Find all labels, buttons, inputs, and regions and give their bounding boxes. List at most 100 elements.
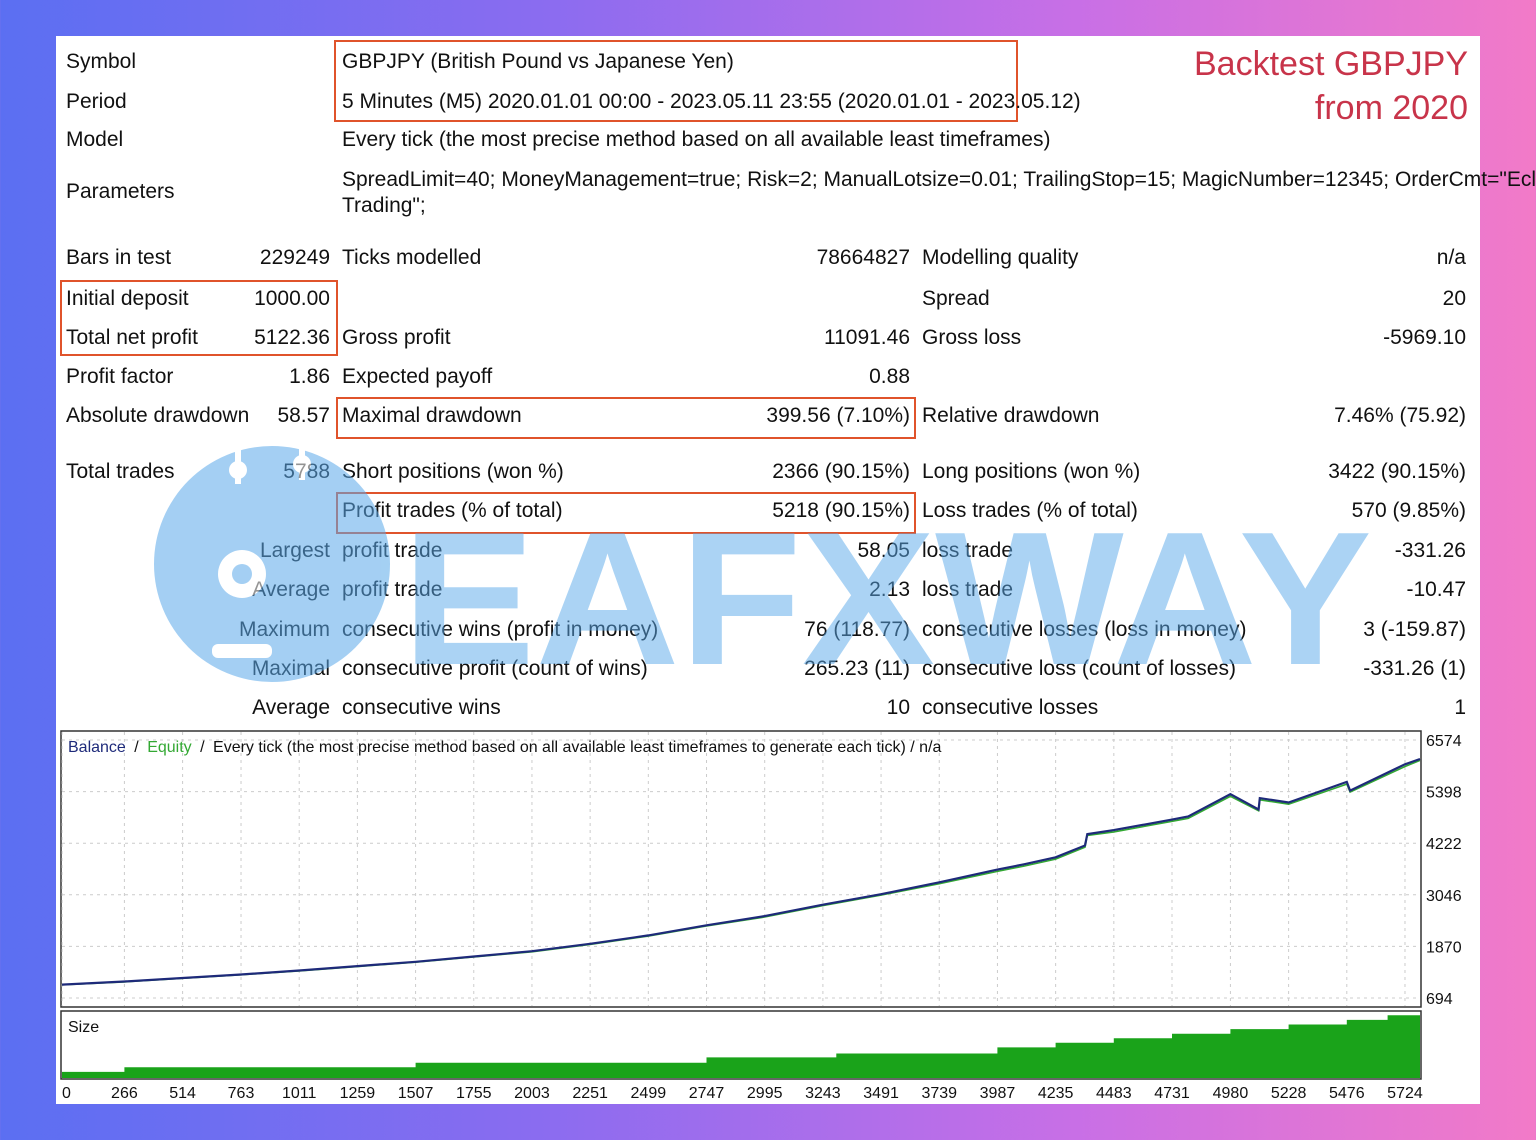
short-value: 2366 (90.15%): [772, 460, 910, 483]
net-profit-label: Total net profit: [66, 326, 198, 349]
max-dd-value: 399.56 (7.10%): [766, 404, 910, 427]
avg-losses-value: 1: [1454, 696, 1466, 719]
chart-grid: [61, 732, 1420, 1006]
largest-profit-label: profit trade: [342, 539, 443, 562]
size-label: Size: [68, 1019, 99, 1036]
quality-label: Modelling quality: [922, 246, 1079, 269]
x-tick-label: 1011: [282, 1085, 317, 1102]
largest-loss-label: loss trade: [922, 539, 1014, 562]
deposit-label: Initial deposit: [66, 287, 189, 310]
maximal-label: Maximal: [251, 657, 330, 680]
abs-dd-value: 58.57: [277, 404, 330, 427]
x-tick-label: 1755: [456, 1085, 492, 1102]
chart-title: Balance / Equity / Every tick (the most …: [68, 739, 941, 756]
x-tick-label: 2499: [631, 1085, 667, 1102]
average-loss-value: -10.47: [1406, 578, 1466, 601]
long-value: 3422 (90.15%): [1328, 460, 1466, 483]
headline-line2: from 2020: [1314, 89, 1468, 127]
x-tick-label: 3243: [805, 1085, 841, 1102]
x-tick-label: 5228: [1271, 1085, 1307, 1102]
chart-plot-frame: [60, 730, 1422, 1008]
average-profit-label: profit trade: [342, 578, 443, 601]
model-value: Every tick (the most precise method base…: [342, 128, 1051, 151]
x-tick-label: 2747: [689, 1085, 725, 1102]
x-tick-label: 514: [169, 1085, 196, 1102]
profit-trades-label: Profit trades (% of total): [342, 499, 563, 522]
x-tick-label: 763: [228, 1085, 255, 1102]
maximal-profit-value: 265.23 (11): [804, 657, 910, 680]
y-tick-label: 5398: [1426, 785, 1462, 802]
max-wins-value: 76 (118.77): [804, 618, 910, 641]
profit-trades-value: 5218 (90.15%): [772, 499, 910, 522]
x-axis: 0 266 514 763 1011 1259 1507 1755 2003 2251 2499 27…: [62, 1085, 1423, 1102]
x-tick-label: 266: [111, 1085, 138, 1102]
y-tick-label: 1870: [1426, 939, 1462, 956]
largest-profit-value: 58.05: [857, 539, 910, 562]
average-loss-label: loss trade: [922, 578, 1014, 601]
spread-label: Spread: [922, 287, 990, 310]
parameters-line2: Trading";: [342, 194, 426, 217]
trades-label: Total trades: [66, 460, 175, 483]
highlight-symbol-period: [334, 40, 1018, 122]
ticks-label: Ticks modelled: [342, 246, 482, 269]
parameters-line1: SpreadLimit=40; MoneyManagement=true; Ri…: [342, 168, 1536, 191]
y-tick-label: 4222: [1426, 836, 1462, 853]
avg-consec-label: Average: [252, 696, 330, 719]
trades-value: 5788: [283, 460, 330, 483]
maximal-profit-label: consecutive profit (count of wins): [342, 657, 648, 680]
headline-line1: Backtest GBPJPY: [1194, 45, 1468, 83]
spread-value: 20: [1442, 287, 1466, 310]
short-label: Short positions (won %): [342, 460, 564, 483]
balance-line: [61, 757, 1421, 986]
net-profit-value: 5122.36: [254, 326, 330, 349]
model-label: Model: [66, 128, 124, 151]
max-losses-label: consecutive losses (loss in money): [922, 618, 1247, 641]
pf-label: Profit factor: [66, 365, 174, 388]
pf-value: 1.86: [289, 365, 330, 388]
max-losses-value: 3 (-159.87): [1363, 618, 1466, 641]
rel-dd-label: Relative drawdown: [922, 404, 1100, 427]
period-value: 5 Minutes (M5) 2020.01.01 00:00 - 2023.0…: [342, 90, 1081, 113]
avg-wins-value: 10: [886, 696, 910, 719]
maximal-loss-label: consecutive loss (count of losses): [922, 657, 1236, 680]
largest-loss-value: -331.26: [1394, 539, 1466, 562]
x-tick-label: 5476: [1329, 1085, 1365, 1102]
rel-dd-value: 7.46% (75.92): [1334, 404, 1466, 427]
balance-chart: Balance / Equity / Every tick (the most …: [60, 730, 1462, 1102]
legend-sep2: /: [200, 739, 205, 756]
abs-dd-label: Absolute drawdown: [66, 404, 250, 427]
report-card: Backtest GBPJPY from 2020 Symbol GBPJPY …: [56, 36, 1536, 1104]
y-tick-label: 3046: [1426, 888, 1462, 905]
symbol-label: Symbol: [66, 50, 137, 73]
avg-wins-label: consecutive wins: [342, 696, 501, 719]
x-tick-label: 1259: [340, 1085, 376, 1102]
gross-loss-label: Gross loss: [922, 326, 1022, 349]
gross-loss-value: -5969.10: [1383, 326, 1466, 349]
payoff-label: Expected payoff: [342, 365, 493, 388]
highlight-deposit-profit: [60, 280, 338, 356]
payoff-value: 0.88: [869, 365, 910, 388]
average-label: Average: [252, 578, 330, 601]
x-tick-label: 4980: [1213, 1085, 1249, 1102]
x-tick-label: 2995: [747, 1085, 783, 1102]
ticks-value: 78664827: [816, 246, 910, 269]
headline: Backtest GBPJPY from 2020: [1194, 42, 1468, 130]
legend-sep1: /: [134, 739, 139, 756]
x-tick-label: 5724: [1387, 1085, 1423, 1102]
largest-label: Largest: [259, 539, 330, 562]
avg-losses-label: consecutive losses: [922, 696, 1099, 719]
y-axis: 6574 5398 4222 3046 1870 694: [1426, 733, 1462, 1008]
long-label: Long positions (won %): [922, 460, 1141, 483]
average-profit-value: 2.13: [869, 578, 910, 601]
x-tick-label: 3491: [863, 1085, 899, 1102]
gross-profit-label: Gross profit: [342, 326, 451, 349]
x-tick-label: 3987: [980, 1085, 1016, 1102]
x-tick-label: 4483: [1096, 1085, 1132, 1102]
loss-trades-label: Loss trades (% of total): [922, 499, 1138, 522]
period-label: Period: [66, 90, 127, 113]
x-tick-label: 4731: [1154, 1085, 1190, 1102]
legend-balance: Balance: [68, 739, 126, 756]
bars-value: 229249: [259, 246, 330, 269]
gross-profit-value: 11091.46: [823, 326, 910, 349]
loss-trades-value: 570 (9.85%): [1351, 499, 1466, 522]
